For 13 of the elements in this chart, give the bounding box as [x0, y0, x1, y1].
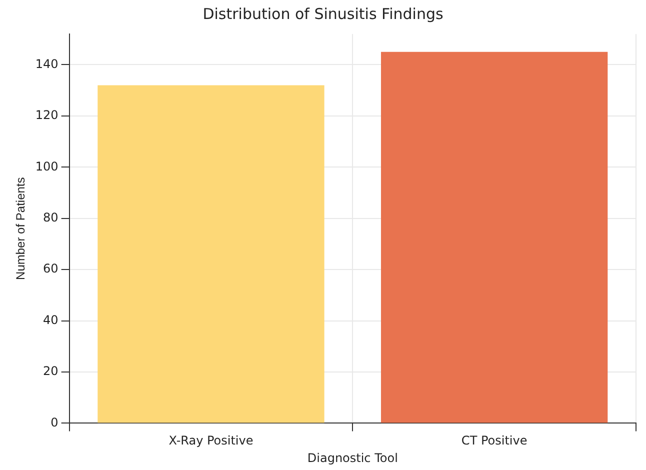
chart-title: Distribution of Sinusitis Findings [202, 4, 444, 23]
x-tick-label: CT Positive [461, 434, 528, 448]
y-tick-label: 20 [43, 364, 58, 378]
x-tick-label: X-Ray Positive [168, 434, 254, 448]
y-tick-label: 120 [35, 108, 58, 122]
y-tick-label: 80 [43, 210, 58, 224]
y-tick-label: 40 [43, 312, 58, 327]
x-axis-title: Diagnostic Tool [307, 450, 398, 465]
y-tick-label: 0 [50, 415, 58, 430]
y-tick-label: 100 [35, 159, 58, 174]
y-axis-title: Number of Patients [14, 177, 28, 280]
y-tick-label: 60 [43, 262, 58, 276]
y-tick-label: 140 [35, 56, 58, 71]
